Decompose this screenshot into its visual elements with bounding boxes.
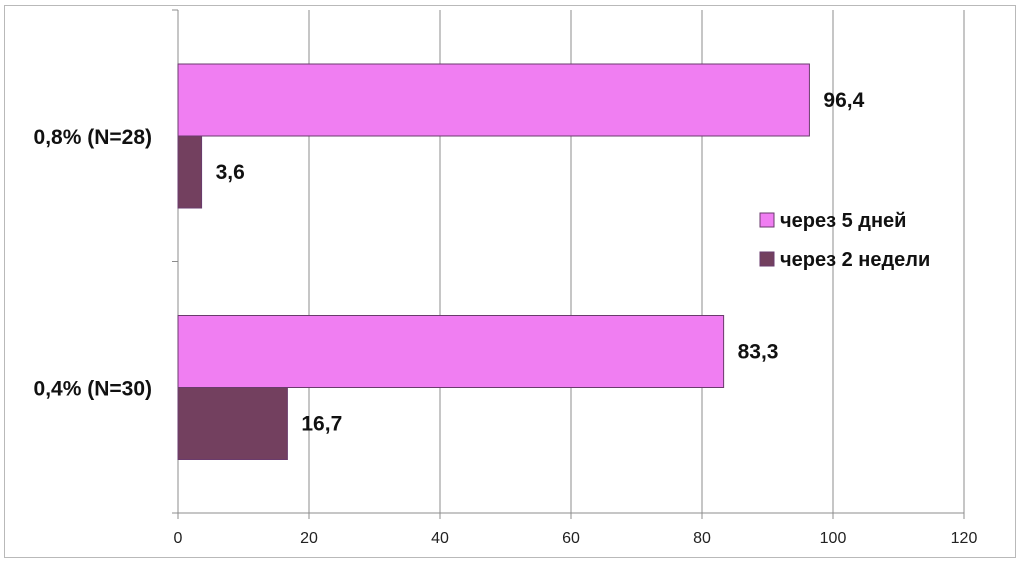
data-label: 16,7 [301,413,342,436]
x-tick-label: 60 [562,530,580,547]
legend-label: через 5 дней [780,210,906,232]
data-label: 96,4 [823,89,864,112]
x-tick-label: 100 [820,530,847,547]
legend-label: через 2 недели [780,249,930,271]
x-tick-label: 80 [693,530,711,547]
x-tick-label: 20 [300,530,318,547]
legend-swatch [759,251,775,267]
x-tick-label: 120 [951,530,978,547]
x-tick-label: 0 [174,530,183,547]
legend-swatch [759,212,775,228]
category-label: 0,4% (N=30) [34,378,152,401]
bar [177,135,203,209]
data-label: 83,3 [738,341,779,364]
bar [177,315,725,388]
x-tick-label: 40 [431,530,449,547]
data-label: 3,6 [216,161,245,184]
bar [177,387,288,460]
category-label: 0,8% (N=28) [34,126,152,149]
bar [177,63,810,137]
